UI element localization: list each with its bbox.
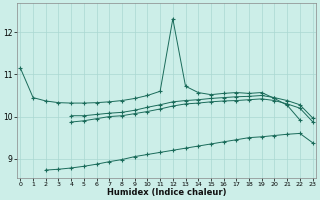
X-axis label: Humidex (Indice chaleur): Humidex (Indice chaleur) [107,188,226,197]
